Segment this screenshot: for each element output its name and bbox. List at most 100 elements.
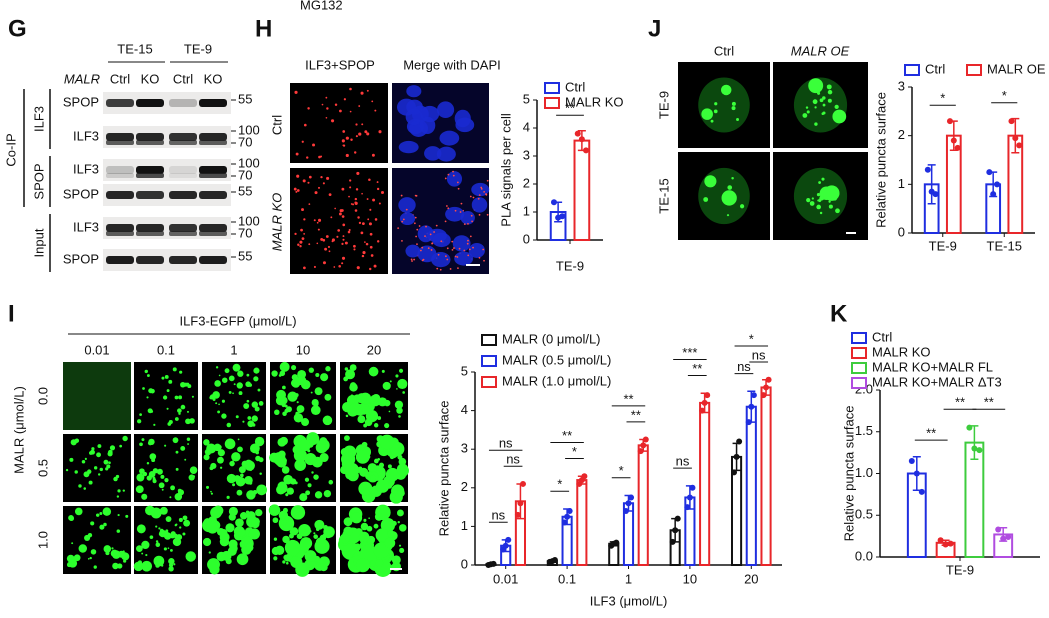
puncta [739,204,745,209]
data-point [519,480,526,487]
droplet [112,562,119,570]
droplet [202,537,212,547]
nucleus [471,182,490,197]
pla-dot [427,247,430,250]
droplet [148,388,154,394]
droplet [155,542,161,548]
pla-dot [454,209,457,212]
droplet [256,484,268,496]
puncta [816,192,821,197]
droplet [187,443,190,445]
droplet [168,379,173,384]
band [199,256,227,264]
nucleus [406,85,422,98]
data-point [502,542,509,549]
data-point [559,213,566,220]
droplet [122,435,128,442]
pla-dot [353,151,357,154]
band [136,99,164,107]
nucleus [398,140,419,154]
droplet [66,554,75,563]
droplet [172,367,177,372]
micrograph [290,168,388,274]
puncta [703,197,709,202]
droplet [70,439,77,446]
pla-dot [480,187,483,190]
data-point [505,536,512,543]
droplet [283,554,289,561]
droplet [183,519,191,527]
droplet [398,415,401,418]
pla-dot [366,89,369,92]
pla-dot [468,248,471,251]
pla-dot [433,231,435,233]
pla-dot [405,208,408,211]
droplet [233,383,236,386]
droplet [248,383,253,387]
droplet [81,460,86,464]
droplet [390,441,405,457]
droplet [84,457,87,460]
droplet [273,556,278,561]
panel-letter: G [8,15,27,42]
droplet [164,375,169,379]
pla-dot [369,208,372,211]
droplet [345,369,356,380]
data-point [736,438,743,445]
nucleus [398,197,416,213]
data-point [1008,118,1015,125]
droplet [397,520,400,524]
band [199,173,227,178]
droplet [117,563,123,569]
droplet [149,453,157,460]
droplet [358,531,370,543]
x-tick-label: 1 [625,571,632,586]
pla-dot [467,222,469,225]
pla-dot [361,123,364,126]
pla-dot [303,123,307,127]
droplet [273,537,278,541]
puncta [713,109,718,114]
droplet [298,523,311,537]
pla-dot [333,266,336,268]
significance-label: * [940,91,945,106]
droplet [95,513,100,517]
droplet [304,550,317,562]
pla-dot [373,264,377,268]
droplet [345,402,348,406]
pla-dot [478,256,481,259]
droplet [247,420,255,428]
droplet [187,384,192,389]
legend-label: MALR KO [872,344,931,359]
pla-dot [368,178,371,181]
pla-dot [345,136,349,140]
data-point [517,500,524,507]
nucleus [471,197,488,213]
puncta [806,110,810,114]
droplet [254,406,260,412]
band [136,256,164,264]
droplet [107,511,110,514]
pla-dot [318,155,321,159]
significance-label: ** [692,361,702,376]
data-point [913,470,920,477]
droplet [295,562,310,577]
nucleus [454,251,474,266]
band [136,231,164,236]
pla-dot [345,153,349,158]
pla-dot [425,225,427,228]
droplet [83,487,87,490]
droplet [344,435,350,442]
legend-swatch [851,332,867,344]
pla-dot [296,189,300,192]
droplet [361,441,368,448]
pla-dot [400,194,403,197]
droplet [232,483,236,487]
pla-dot [422,258,425,261]
droplet [391,555,401,565]
droplet [323,524,329,530]
droplet [156,468,163,475]
significance-label: ** [631,407,641,422]
label: 10 [296,342,310,357]
pla-dot [341,139,345,143]
